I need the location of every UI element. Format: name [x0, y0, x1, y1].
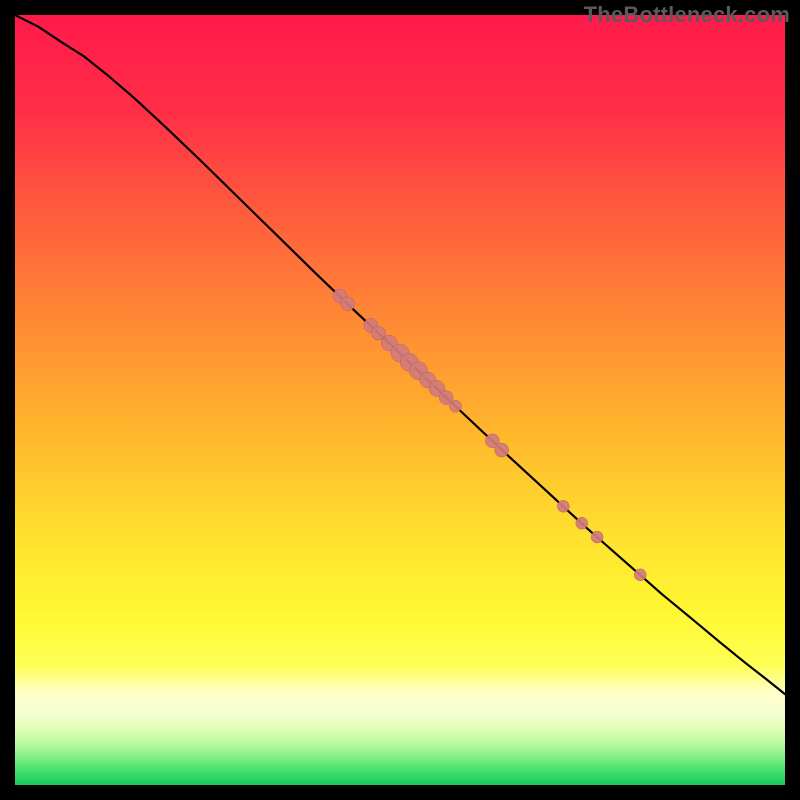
plot-area	[15, 15, 785, 785]
chart-svg	[15, 15, 785, 785]
data-marker	[495, 443, 509, 457]
watermark-text: TheBottleneck.com	[584, 2, 790, 28]
chart-frame: TheBottleneck.com	[0, 0, 800, 800]
data-marker	[449, 400, 461, 412]
data-marker	[591, 531, 603, 543]
data-marker	[576, 517, 588, 529]
data-marker	[634, 569, 646, 581]
data-marker	[557, 500, 569, 512]
gradient-background	[15, 15, 785, 785]
data-marker	[341, 297, 355, 311]
